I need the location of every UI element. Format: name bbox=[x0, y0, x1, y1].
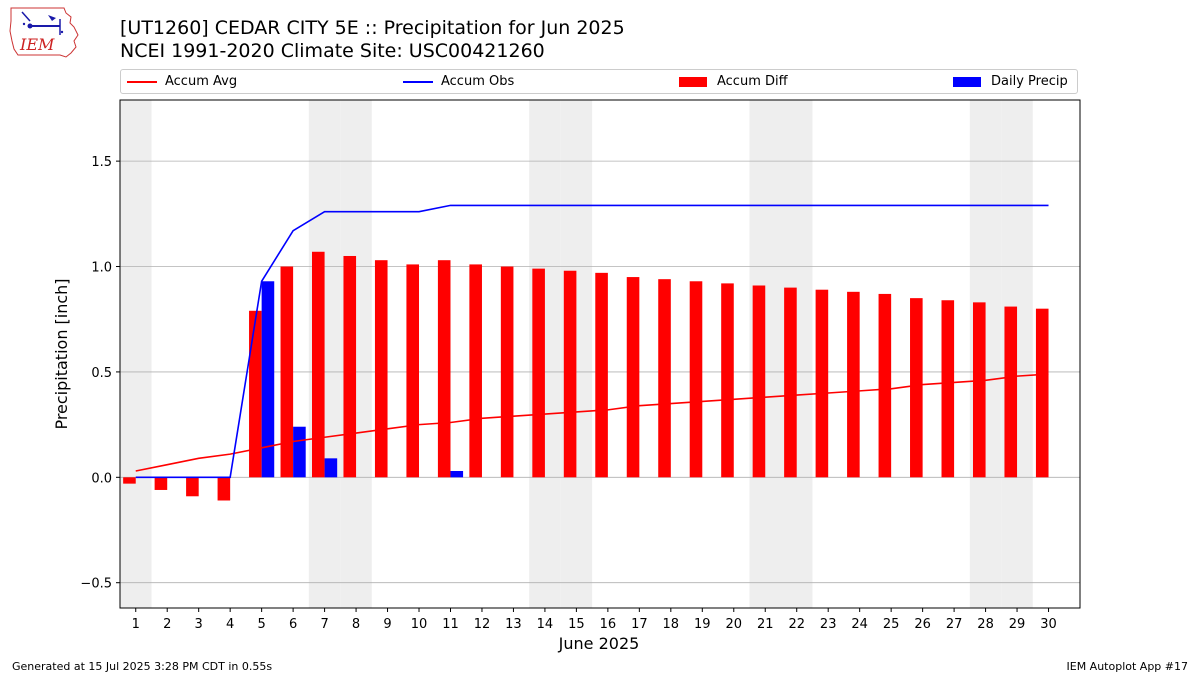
y-axis-label: Precipitation [inch] bbox=[52, 278, 71, 429]
accum-diff-bar bbox=[217, 477, 231, 501]
x-tick-label: 20 bbox=[725, 617, 742, 632]
accum-avg-line bbox=[135, 373, 1049, 472]
accum-diff-bar bbox=[123, 477, 136, 484]
y-tick-label: 0.5 bbox=[91, 366, 112, 381]
daily-precip-bar bbox=[261, 281, 275, 478]
bars bbox=[123, 251, 1049, 501]
x-tick-label: 7 bbox=[320, 617, 328, 632]
accum-diff-bar bbox=[469, 264, 482, 478]
accum-diff-bar bbox=[1035, 308, 1049, 478]
legend-label-daily-precip: Daily Precip bbox=[991, 74, 1068, 89]
accum-diff-bar bbox=[406, 264, 420, 478]
x-tick-label: 2 bbox=[163, 617, 171, 632]
daily-precip-bar bbox=[293, 426, 306, 478]
accum-diff-bar bbox=[374, 260, 388, 478]
accum-diff-bar bbox=[878, 293, 892, 478]
accum-diff-bar bbox=[689, 281, 703, 478]
y-tick-label: −0.5 bbox=[80, 577, 112, 592]
x-tick-label: 9 bbox=[383, 617, 391, 632]
generated-note: Generated at 15 Jul 2025 3:28 PM CDT in … bbox=[12, 660, 273, 673]
axes: −0.50.00.51.01.51 2 3 4 5 6 7 8 9 10 11 12 13 14 15 16 1… bbox=[80, 155, 1056, 632]
x-tick-label: 21 bbox=[757, 617, 774, 632]
accum-diff-bar bbox=[249, 310, 262, 478]
x-tick-label: 13 bbox=[505, 617, 522, 632]
accum-diff-bar bbox=[280, 266, 294, 478]
x-tick-label: 11 bbox=[442, 617, 459, 632]
x-tick-label: 18 bbox=[663, 617, 680, 632]
daily-precip-swatch bbox=[953, 77, 981, 87]
accum-diff-bar bbox=[595, 272, 608, 478]
x-tick-label: 3 bbox=[195, 617, 203, 632]
x-tick-label: 22 bbox=[788, 617, 805, 632]
x-tick-label: 16 bbox=[600, 617, 617, 632]
accum-diff-bar bbox=[500, 266, 514, 478]
accum-diff-bar bbox=[532, 268, 545, 478]
y-tick-label: 0.0 bbox=[91, 471, 112, 486]
x-tick-label: 10 bbox=[411, 617, 428, 632]
legend-label-accum-avg: Accum Avg bbox=[165, 74, 238, 89]
accum-diff-bar bbox=[972, 302, 986, 478]
y-tick-label: 1.5 bbox=[91, 155, 112, 170]
x-tick-label: 4 bbox=[226, 617, 234, 632]
accum-diff-bar bbox=[815, 289, 829, 478]
iem-logo: IEM bbox=[9, 7, 79, 58]
x-tick-label: 1 bbox=[132, 617, 140, 632]
x-tick-label: 24 bbox=[851, 617, 868, 632]
accum-diff-bar bbox=[563, 270, 577, 478]
accum-diff-bar bbox=[343, 255, 357, 478]
accum-diff-bar bbox=[721, 283, 734, 478]
x-tick-label: 29 bbox=[1009, 617, 1026, 632]
logo-text: IEM bbox=[19, 35, 55, 54]
accum-diff-bar bbox=[154, 477, 168, 490]
x-tick-label: 19 bbox=[694, 617, 711, 632]
accum-diff-bar bbox=[186, 477, 199, 497]
accum-diff-swatch bbox=[679, 77, 707, 87]
x-tick-label: 15 bbox=[568, 617, 585, 632]
accum-diff-bar bbox=[437, 260, 451, 478]
chart-title: [UT1260] CEDAR CITY 5E :: Precipitation … bbox=[120, 17, 625, 39]
accum-diff-bar bbox=[784, 287, 797, 478]
lines bbox=[135, 204, 1049, 479]
x-tick-label: 12 bbox=[474, 617, 491, 632]
accum-diff-bar bbox=[910, 298, 923, 478]
accum-avg-swatch bbox=[127, 81, 157, 83]
accum-diff-bar bbox=[1004, 306, 1018, 478]
x-tick-label: 6 bbox=[289, 617, 297, 632]
x-tick-label: 8 bbox=[352, 617, 360, 632]
accum-diff-bar bbox=[626, 277, 640, 478]
accum-diff-bar bbox=[752, 285, 766, 478]
plot-frame bbox=[119, 99, 1081, 609]
daily-precip-bar bbox=[324, 458, 338, 478]
x-tick-label: 17 bbox=[631, 617, 648, 632]
legend-label-accum-obs: Accum Obs bbox=[441, 74, 515, 89]
x-tick-label: 30 bbox=[1040, 617, 1057, 632]
x-tick-label: 23 bbox=[820, 617, 837, 632]
accum-diff-bar bbox=[941, 300, 955, 478]
accum-diff-bar bbox=[658, 279, 671, 478]
x-tick-label: 26 bbox=[914, 617, 931, 632]
accum-obs-line bbox=[135, 204, 1049, 479]
x-tick-label: 5 bbox=[257, 617, 265, 632]
x-tick-label: 25 bbox=[883, 617, 900, 632]
legend-label-accum-diff: Accum Diff bbox=[717, 74, 788, 89]
legend: Accum Avg Accum Obs Accum Diff Daily Pre… bbox=[120, 69, 1078, 94]
accum-obs-swatch bbox=[403, 81, 433, 83]
x-axis-label: June 2025 bbox=[558, 634, 640, 653]
accum-diff-bar bbox=[847, 291, 860, 478]
daily-precip-bar bbox=[450, 470, 464, 478]
chart-subtitle: NCEI 1991-2020 Climate Site: USC00421260 bbox=[120, 40, 545, 62]
y-tick-label: 1.0 bbox=[91, 261, 112, 276]
x-tick-label: 14 bbox=[537, 617, 554, 632]
x-tick-label: 27 bbox=[946, 617, 963, 632]
accum-diff-bar bbox=[312, 251, 325, 478]
weekend-band bbox=[120, 100, 152, 608]
x-tick-label: 28 bbox=[977, 617, 994, 632]
app-note: IEM Autoplot App #17 bbox=[1066, 660, 1189, 673]
